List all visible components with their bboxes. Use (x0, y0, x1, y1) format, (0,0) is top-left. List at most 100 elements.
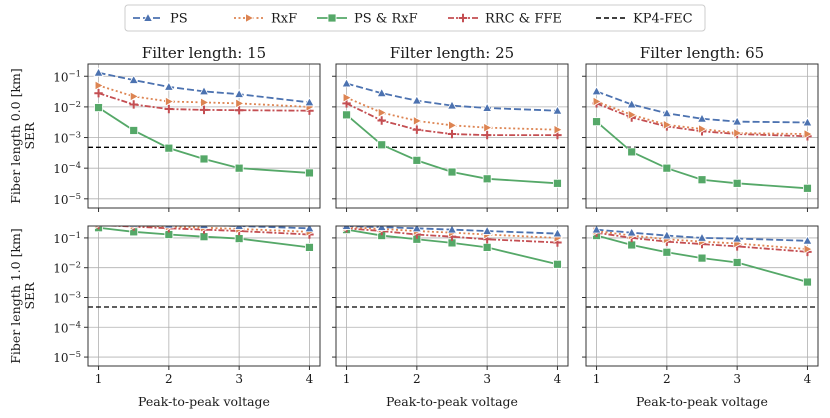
data-point-rxf (698, 123, 708, 135)
data-point-ps (802, 117, 813, 127)
legend-item-rrc: RRC & FFE (448, 12, 562, 27)
tick-base: 10 (53, 351, 68, 365)
legend-label-rxf: RxF (271, 12, 297, 27)
series-line-rrc (596, 231, 808, 253)
y-tick-label: 10−4 (53, 320, 81, 335)
series-line-psrxf (346, 228, 558, 266)
panel-frame (585, 225, 819, 367)
panel-r0-c1 (332, 63, 569, 212)
data-point-psrxf (662, 163, 672, 173)
grid (586, 64, 818, 208)
series-line-rrc (346, 227, 558, 244)
data-point-rxf (803, 128, 813, 140)
tick-exponent: −2 (68, 261, 81, 271)
data-point-rxf (165, 96, 175, 107)
panel-frame (335, 63, 569, 209)
series-line-rrc (346, 102, 558, 137)
data-point-psrxf (482, 174, 492, 184)
data-point-ps (304, 96, 315, 107)
x-tick-label: 4 (306, 372, 314, 386)
tick-exponent: −1 (68, 69, 81, 79)
data-point-ps (411, 226, 422, 233)
data-point-rrc (482, 130, 492, 140)
data-point-psrxf (305, 243, 314, 252)
data-point-psrxf (94, 103, 103, 112)
panel-frame (585, 63, 819, 209)
legend-label-psrxf: PS & RxF (354, 12, 418, 27)
series-line-rxf (98, 84, 310, 108)
series-line-ps (346, 226, 558, 235)
data-point-ps (591, 85, 602, 96)
tick-base: 10 (53, 262, 68, 276)
series-line-ps (596, 90, 808, 124)
tick-exponent: −3 (68, 290, 81, 300)
data-point-rrc (94, 226, 103, 230)
y-tick-label: 10−3 (53, 290, 81, 305)
x-tick-label: 3 (235, 372, 243, 386)
data-point-ps (341, 78, 352, 88)
data-point-ps (446, 100, 458, 110)
data-point-rrc (129, 100, 138, 109)
series-line-ps (98, 71, 310, 104)
data-point-ps (446, 226, 458, 234)
legend: PS RxF PS & RxF RRC & FFE KP4-FEC (124, 4, 706, 32)
legend-item-ps: PS (133, 12, 188, 27)
series-line-psrxf (98, 226, 310, 249)
data-point-psrxf (697, 253, 707, 263)
legend-label-ps: PS (170, 12, 188, 27)
data-point-rxf (553, 124, 563, 135)
data-point-rrc (234, 106, 244, 115)
row-label-1: Fiber length 1.0 [km] SER (8, 228, 37, 364)
panel-frame (87, 225, 321, 367)
panels: 10−510−410−310−210−11 2 3 410−510−410−310−2… (53, 63, 819, 409)
tick-base: 10 (53, 321, 68, 335)
data-point-psrxf (482, 243, 492, 252)
series-line-rxf (596, 100, 808, 135)
tick-exponent: −5 (68, 192, 81, 202)
x-axis-label: Peak-to-peak voltage (138, 394, 270, 409)
data-point-psrxf (627, 147, 637, 157)
x-tick-label: 1 (343, 372, 351, 386)
data-point-ps (802, 235, 813, 245)
column-title-3: Filter length: 65 (640, 44, 764, 62)
data-point-psrxf (553, 259, 562, 269)
data-point-rxf (200, 97, 210, 108)
y-tick-label: 10−4 (53, 161, 81, 176)
data-point-rxf (342, 92, 352, 103)
series-line-rxf (346, 96, 558, 131)
data-point-psrxf (592, 117, 601, 127)
tick-base: 10 (53, 101, 68, 115)
data-point-ps (341, 226, 352, 230)
data-point-psrxf (305, 168, 314, 178)
data-point-ps (482, 226, 493, 235)
series-group (591, 226, 813, 287)
row-label-ser-0: SER (22, 122, 37, 150)
row-label-fiber-1: Fiber length 1.0 [km] (8, 228, 23, 364)
data-point-ps (234, 88, 245, 98)
data-point-psrxf (447, 167, 457, 177)
data-point-ps (234, 226, 245, 230)
data-point-psrxf (732, 258, 742, 267)
legend-marker-rxf (245, 12, 255, 24)
series-group (591, 85, 813, 193)
grid (336, 226, 568, 366)
data-point-psrxf (627, 240, 637, 250)
row-labels: Fiber length 0.0 [km] SER Fiber length 1.0… (8, 68, 37, 364)
legend-item-psrxf: PS & RxF (317, 12, 418, 27)
x-tick-label: 2 (663, 372, 671, 386)
data-point-rxf (413, 115, 423, 126)
series-line-ps (346, 82, 558, 112)
column-titles: Filter length: 15 Filter length: 25 Filter… (142, 44, 764, 62)
legend-marker-ps (142, 12, 154, 22)
data-point-psrxf (234, 163, 244, 173)
column-title-1: Filter length: 15 (142, 44, 266, 62)
data-point-psrxf (553, 178, 562, 188)
data-point-psrxf (199, 232, 209, 242)
data-point-rxf (94, 80, 104, 91)
tick-base: 10 (53, 162, 68, 176)
data-point-ps (661, 230, 672, 240)
data-point-psrxf (234, 234, 244, 243)
x-tick-label: 2 (413, 372, 421, 386)
panel-r0-c2 (582, 63, 819, 212)
row-label-fiber-0: Fiber length 0.0 [km] (8, 68, 23, 204)
